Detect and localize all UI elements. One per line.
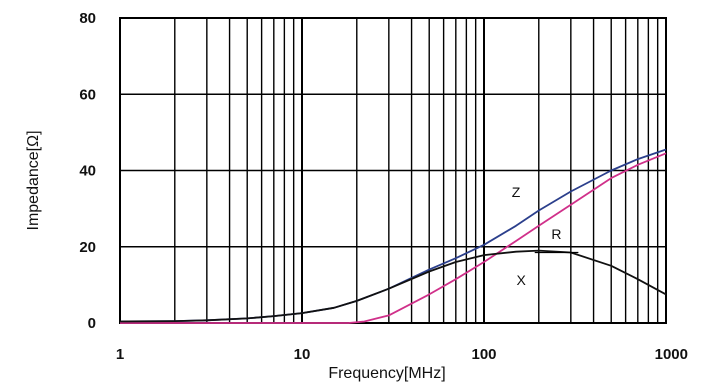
x-tick-label: 1000 [655, 346, 688, 363]
series-line-x [119, 249, 667, 323]
series-group [119, 148, 667, 324]
series-label-r: R [551, 226, 561, 242]
series-label-z: Z [512, 184, 521, 200]
x-axis-title: Frequency[MHz] [328, 365, 445, 382]
labels-group: Z R X [512, 184, 579, 288]
y-tick-label: 40 [79, 163, 96, 180]
ticks-group: 1 10 100 1000 0 20 40 60 80 [79, 10, 688, 363]
y-tick-label: 80 [79, 10, 96, 27]
y-axis-title: Impedance[Ω] [25, 130, 42, 230]
x-tick-label: 100 [471, 346, 496, 363]
plot-frame [119, 17, 667, 324]
x-tick-label: 1 [116, 346, 124, 363]
series-label-x: X [516, 272, 526, 288]
y-tick-label: 60 [79, 86, 96, 103]
y-tick-label: 0 [88, 315, 96, 332]
series-line-r [120, 152, 667, 324]
series-line-z [119, 148, 667, 323]
x-tick-label: 10 [294, 346, 311, 363]
grid [120, 18, 666, 323]
y-tick-label: 20 [79, 239, 96, 256]
